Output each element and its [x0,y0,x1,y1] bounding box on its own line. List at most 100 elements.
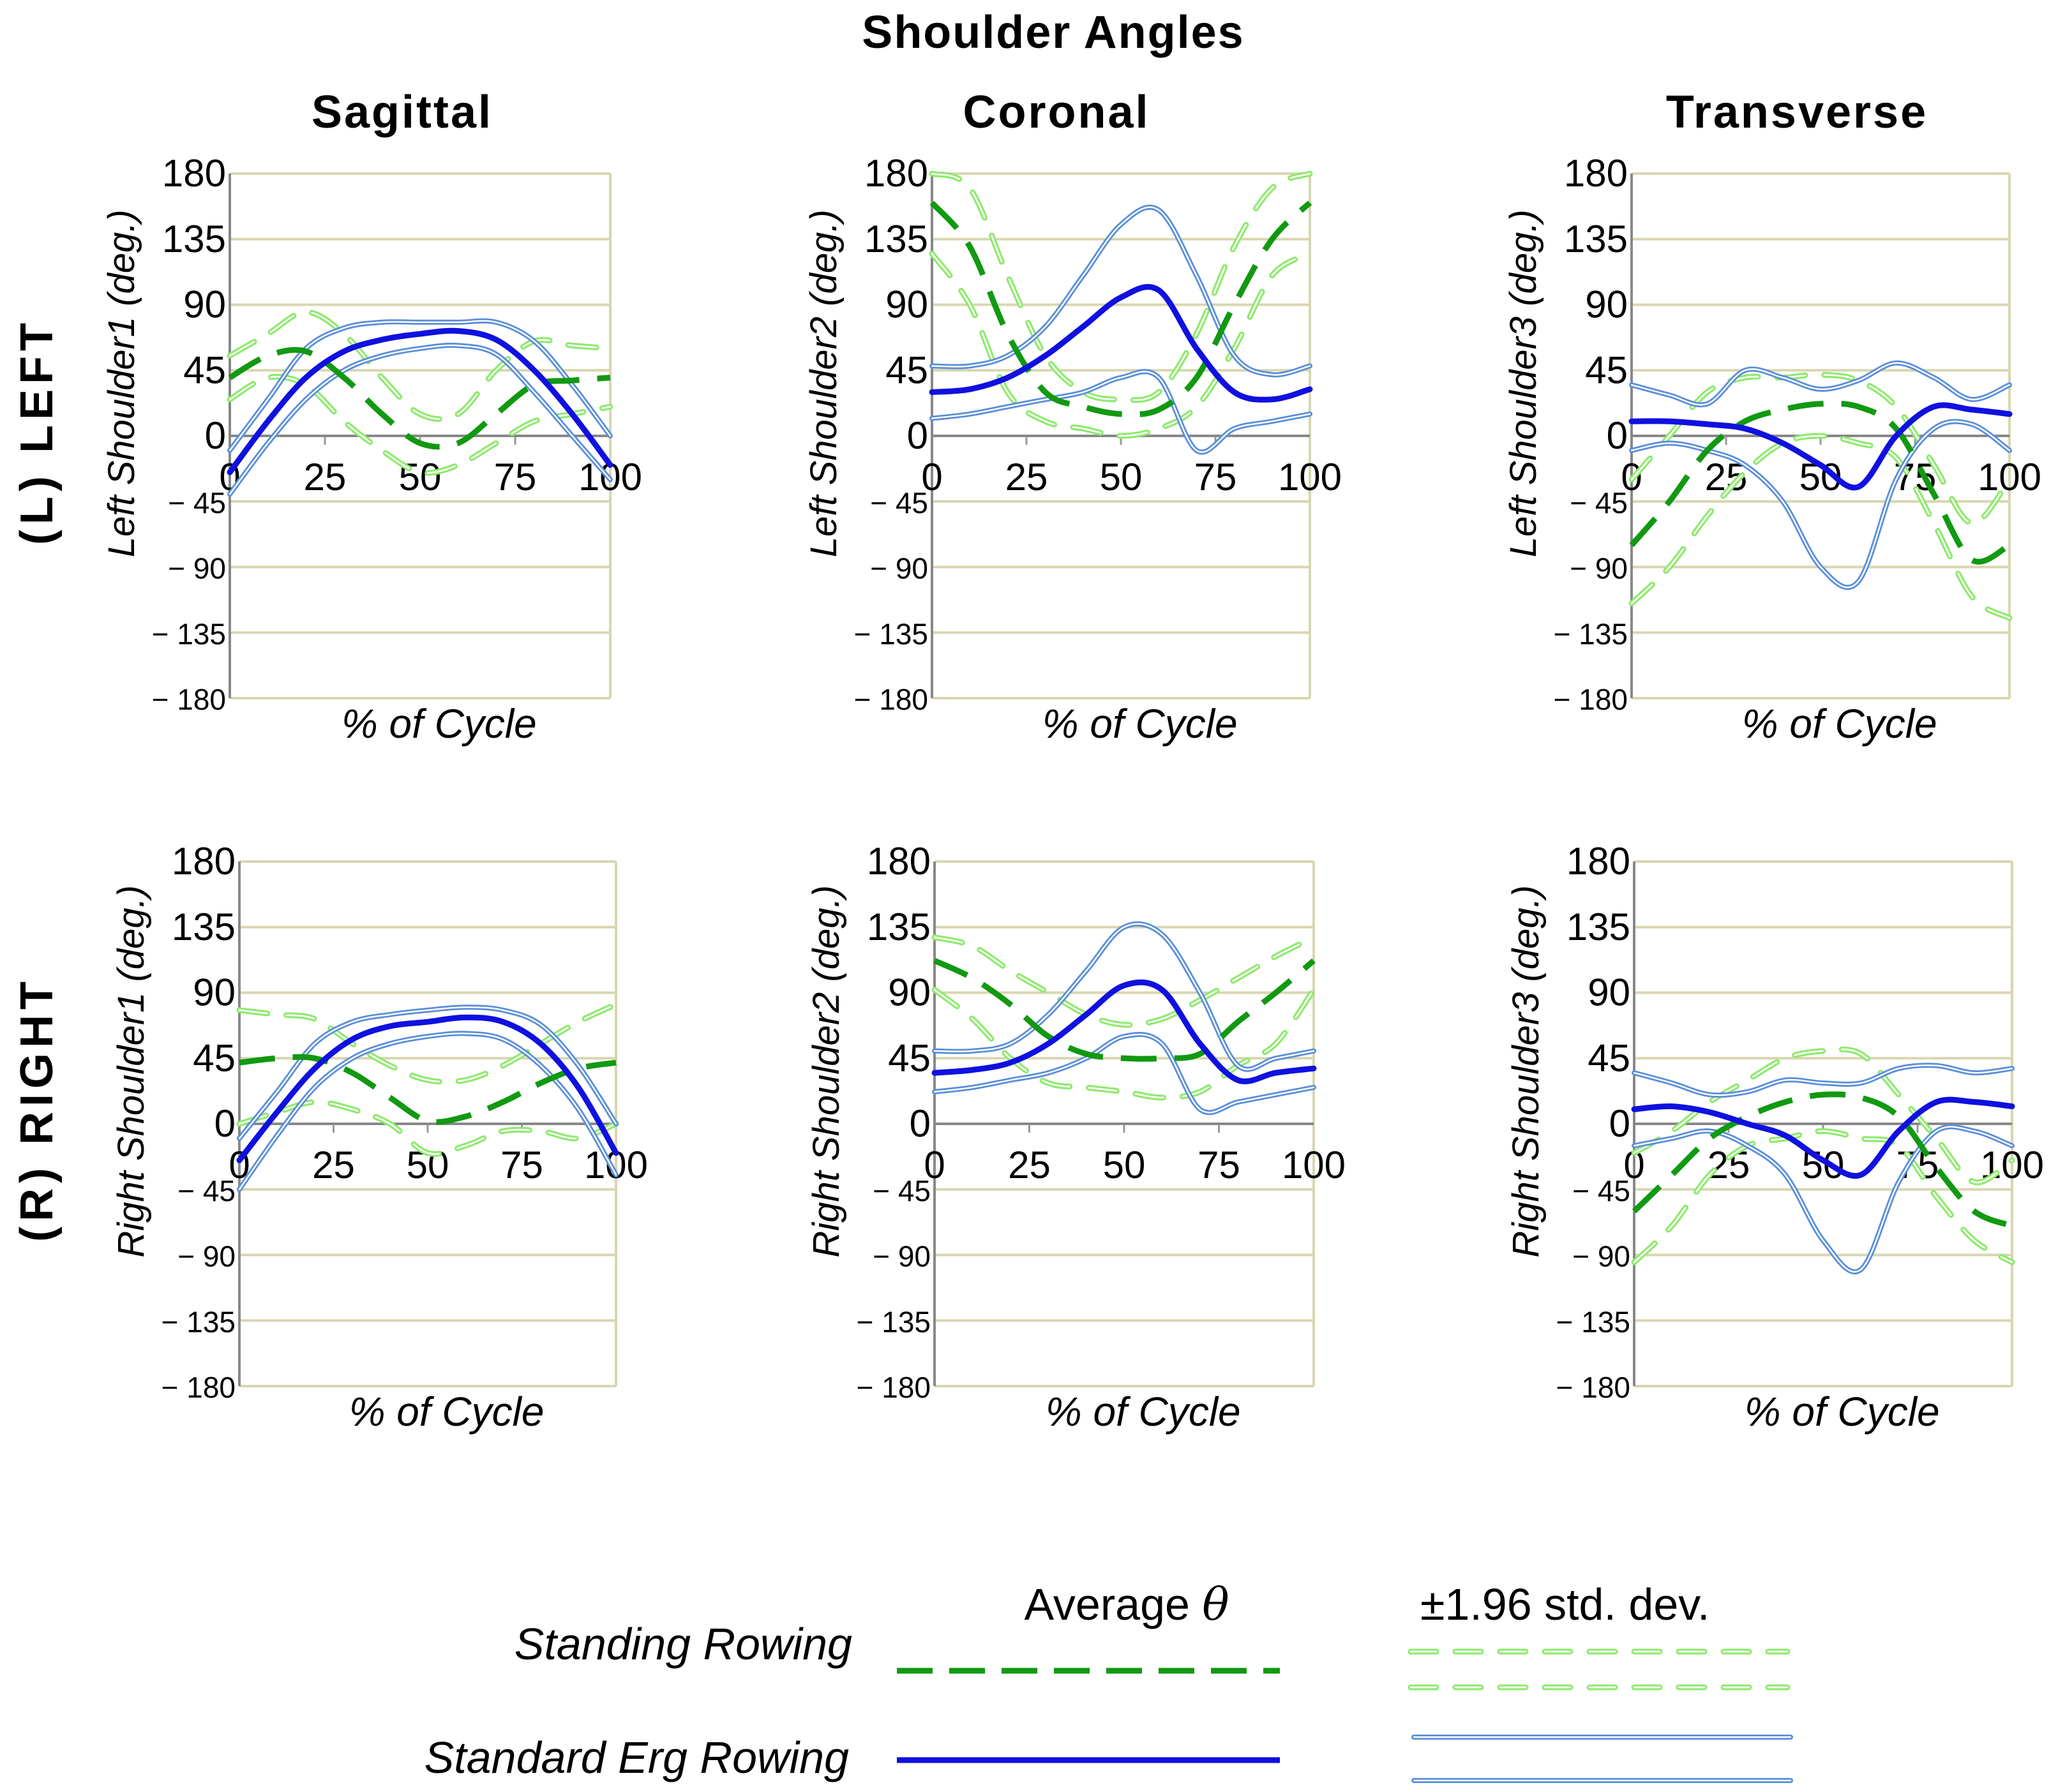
y-tick-label: − 135 [152,617,226,650]
series-left-sagittal-erg-upper-sd [227,318,613,453]
series-right-sagittal-erg-avg [236,1014,619,1163]
y-tick-label: 180 [867,840,931,883]
y-tick-label: − 45 [168,486,226,519]
y-axis-label: Left Shoulder1 (deg.) [101,209,142,557]
series-right-coronal-erg-upper-sd [932,921,1316,1072]
y-axis-label: Left Shoulder2 (deg.) [803,209,845,557]
series-left-coronal-erg-upper-sd-inner [931,206,1311,376]
y-tick-label: − 180 [161,1371,236,1404]
y-tick-label: 90 [183,283,226,326]
legend-theta-symbol: θ [1202,1578,1229,1631]
series-left-coronal-standing-upper-sd [929,170,1313,403]
legend-standing-label: Standing Rowing [514,1619,852,1669]
x-tick-label: 0 [924,1144,945,1186]
y-tick-label: − 180 [857,1371,931,1404]
y-axis-label: Left Shoulder3 (deg.) [1503,209,1544,557]
series-right-coronal-standing-avg [933,958,1316,1062]
y-tick-label: − 180 [1556,1371,1630,1404]
y-tick-label: 90 [1588,971,1630,1014]
y-tick-label: 0 [910,1102,931,1145]
series-right-coronal-erg-lower-sd-inner [933,1033,1315,1114]
series-left-sagittal-standing-avg [228,347,611,450]
x-tick-label: 50 [1103,1144,1146,1186]
y-tick-label: 45 [885,348,928,391]
x-tick-label: 75 [500,1144,543,1186]
y-tick-label: − 135 [1556,1305,1630,1338]
y-tick-label: − 135 [1554,617,1628,650]
x-axis-label: % of Cycle [1046,1389,1241,1435]
legend: Average θ ±1.96 std. dev. Standing Rowin… [424,1578,1793,1783]
series-left-sagittal-erg-lower-sd-inner [229,344,612,495]
x-tick-label: 25 [312,1144,355,1186]
x-tick-label: 100 [1282,1144,1346,1186]
y-tick-label: 180 [1564,152,1628,195]
y-tick-label: 0 [1609,1102,1630,1145]
series-right-transverse-erg-avg [1631,1096,2015,1179]
y-tick-label: 0 [214,1102,236,1145]
series-right-sagittal-erg-upper-sd-inner [238,1006,617,1139]
x-axis-label: % of Cycle [1042,701,1238,747]
y-tick-label: 135 [1564,218,1628,260]
y-tick-label: − 90 [870,552,928,585]
series-left-transverse-standing-upper-sd-inner [1630,373,2011,525]
series-right-coronal-erg-lower-sd [932,1031,1316,1116]
x-axis-label: % of Cycle [1745,1389,1940,1435]
series-right-sagittal-standing-lower-sd-inner [238,1101,617,1155]
x-tick-label: 25 [1008,1144,1051,1186]
series-right-transverse-erg-lower-sd-inner [1633,1126,2013,1273]
series-left-transverse-erg-upper-sd-inner [1630,362,2011,406]
y-tick-label: 90 [885,283,928,326]
y-tick-label: 135 [162,218,226,260]
legend-average-text: Average [1024,1579,1202,1629]
column-title-transverse: Transverse [1666,87,1928,138]
y-tick-label: 135 [867,906,931,948]
y-tick-label: 0 [205,414,226,457]
y-tick-label: 180 [172,840,236,883]
y-tick-label: 135 [1566,906,1630,948]
series-right-transverse-standing-lower-sd-inner [1633,1130,2013,1264]
series-left-sagittal-standing-lower-sd-inner [229,375,612,474]
y-tick-label: 90 [193,971,236,1014]
y-tick-label: − 90 [168,552,226,585]
series-right-sagittal-standing-avg [239,1054,617,1125]
y-tick-label: − 90 [177,1240,236,1273]
y-tick-label: − 135 [161,1305,236,1338]
series-left-transverse-erg-avg [1628,402,2013,491]
column-title-sagittal: Sagittal [312,87,493,138]
y-tick-label: − 45 [177,1174,236,1207]
series-left-sagittal-standing-upper-sd-inner [229,311,612,420]
series-right-coronal-erg-upper-sd-inner [933,923,1315,1070]
y-tick-label: − 45 [873,1174,931,1207]
y-tick-label: − 45 [870,486,928,519]
y-tick-label: 90 [1585,283,1628,326]
series-right-sagittal-erg-lower-sd-inner [238,1033,617,1190]
x-tick-label: 25 [304,456,347,498]
y-tick-label: 180 [1566,840,1630,883]
y-tick-label: 135 [864,218,928,260]
legend-erg-label: Standard Erg Rowing [424,1733,849,1782]
series-left-sagittal-erg-upper-sd-inner [229,320,612,451]
y-tick-label: − 90 [873,1240,931,1273]
x-tick-label: 100 [1978,456,2041,498]
column-title-coronal: Coronal [963,87,1150,138]
x-tick-label: 50 [399,456,442,498]
series-left-coronal-standing-upper-sd-inner [931,172,1311,401]
series-left-sagittal-erg-avg [227,327,613,475]
series-right-coronal-erg-avg [931,979,1317,1084]
x-tick-label: 100 [1278,456,1342,498]
legend-average-header: Average θ [1024,1578,1229,1631]
series-left-coronal-erg-avg [929,284,1313,403]
series-left-sagittal-standing-upper-sd [227,309,613,422]
series-right-transverse-erg-upper-sd-inner [1633,1064,2013,1096]
y-tick-label: 45 [1585,348,1628,391]
row-title-right: (R) RIGHT [11,976,63,1242]
y-tick-label: − 180 [854,683,928,716]
series-left-transverse-standing-lower-sd-inner [1630,435,2011,619]
y-tick-label: 0 [907,414,928,457]
row-title-left: (L) LEFT [11,318,63,545]
x-tick-label: 25 [1005,456,1048,498]
